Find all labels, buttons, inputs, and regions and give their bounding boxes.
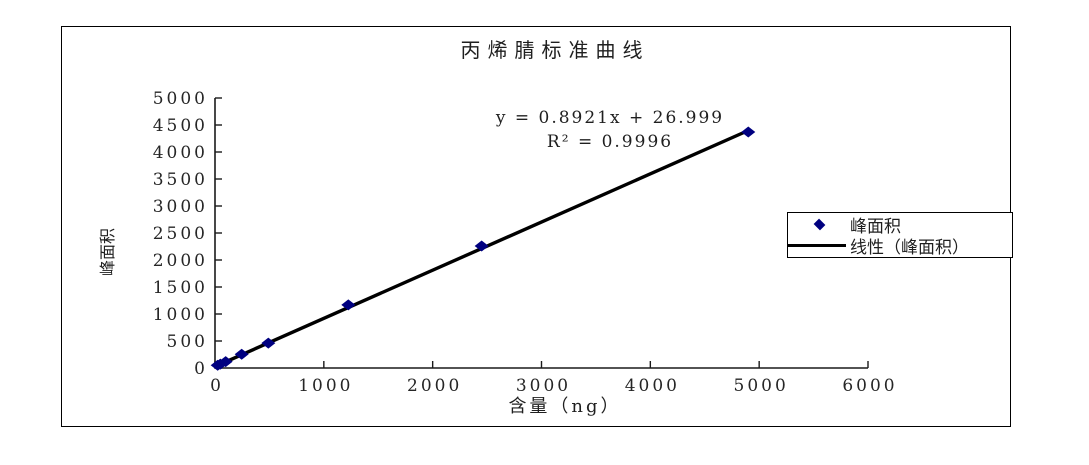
- data-point-diamond: [341, 299, 356, 311]
- r-squared-text: R² = 0.9996: [546, 132, 674, 152]
- y-axis-title: 峰面积: [98, 228, 117, 277]
- y-tick-label: 4000: [153, 143, 208, 163]
- y-tick-label: 3000: [153, 197, 208, 217]
- y-tick-label: 1000: [153, 305, 208, 325]
- chart-title: 丙烯腈标准曲线: [460, 38, 650, 62]
- legend-box: 峰面积 线性（峰面积）: [787, 212, 1013, 258]
- y-tick-label: 0: [194, 359, 208, 379]
- x-tick-label: 3000: [516, 376, 571, 396]
- y-tick-label: 5000: [153, 89, 208, 109]
- y-tick-label: 3500: [153, 170, 208, 190]
- legend-item-linear: 线性（峰面积）: [788, 236, 1012, 259]
- y-tick-label: 4500: [153, 116, 208, 136]
- x-tick-label: 4000: [625, 376, 680, 396]
- legend-label-linear: 线性（峰面积）: [850, 238, 969, 259]
- data-point-diamond: [474, 240, 489, 252]
- y-tick-label: 1500: [153, 278, 208, 298]
- trendline-equation-block: y = 0.8921x + 26.999 R² = 0.9996: [455, 106, 765, 154]
- x-tick-label: 0: [210, 376, 224, 396]
- data-point-diamond: [261, 337, 276, 349]
- diamond-marker-icon: [813, 218, 825, 231]
- data-point-diamond: [234, 348, 249, 360]
- y-tick-label: 2500: [153, 224, 208, 244]
- data-point-diamond: [741, 126, 756, 138]
- x-tick-label: 5000: [734, 376, 789, 396]
- legend-swatch: [788, 218, 850, 231]
- legend-label-peak-area: 峰面积: [850, 216, 901, 237]
- x-tick-label: 6000: [842, 376, 897, 396]
- trendline-marker-icon: [788, 244, 846, 248]
- x-tick-label: 2000: [407, 376, 462, 396]
- legend-item-peak-area: 峰面积: [788, 214, 1012, 237]
- axis-lines: [214, 98, 868, 369]
- equation-text: y = 0.8921x + 26.999: [495, 108, 725, 128]
- x-tick-label: 1000: [298, 376, 353, 396]
- y-tick-label: 500: [167, 332, 208, 352]
- x-axis-title: 含量（ng）: [508, 396, 622, 417]
- y-tick-label: 2000: [153, 251, 208, 271]
- legend-swatch: [788, 244, 850, 248]
- data-point-diamond: [218, 356, 233, 368]
